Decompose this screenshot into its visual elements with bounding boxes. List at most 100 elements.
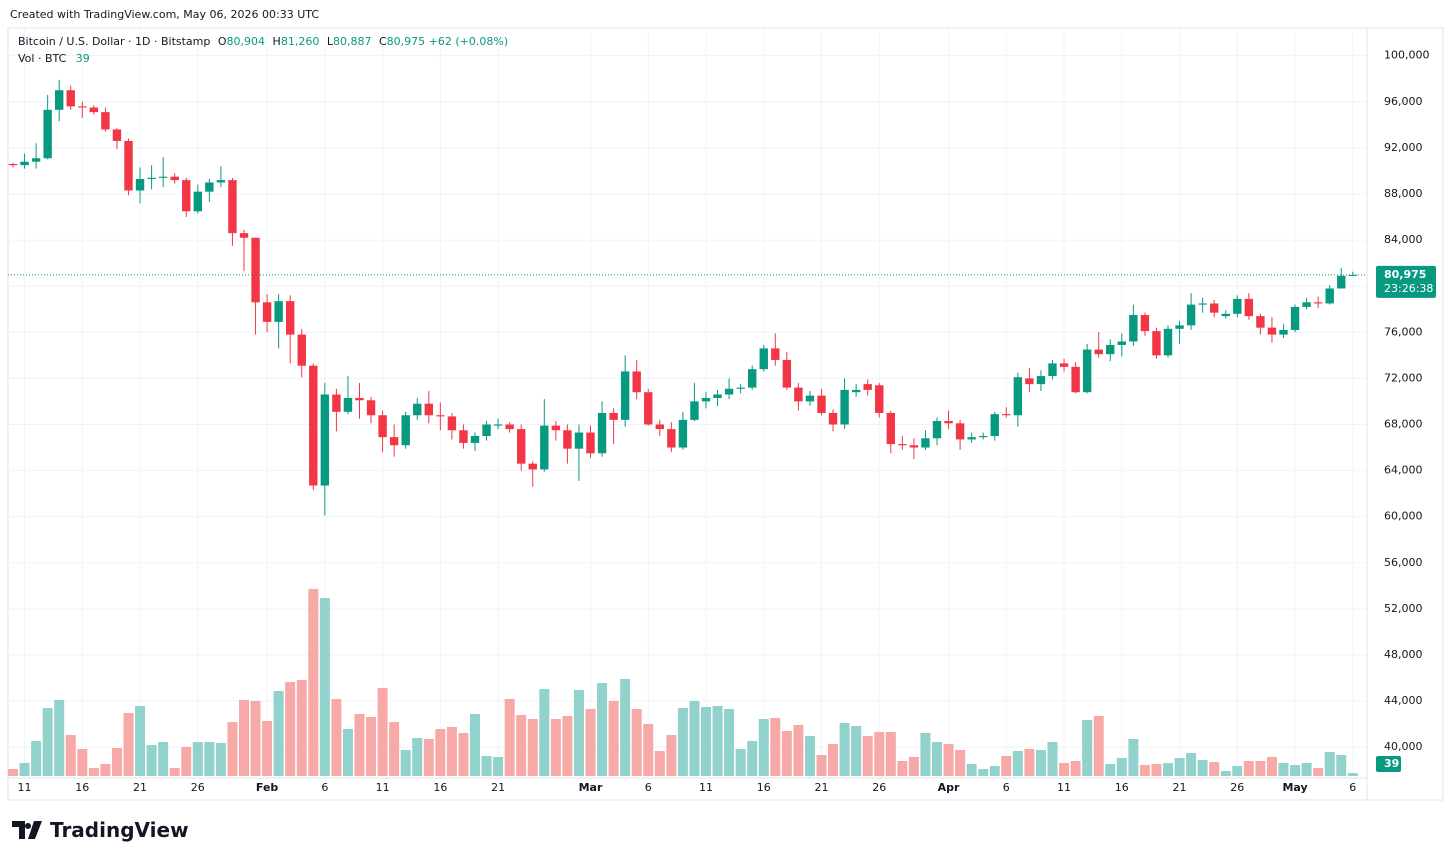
candle-body	[1129, 314, 1138, 342]
volume-bar	[319, 598, 330, 776]
candle-body	[898, 444, 907, 446]
volume-bar	[1243, 761, 1254, 776]
candle-body	[632, 371, 641, 393]
volume-bar	[828, 744, 839, 776]
volume-bar	[758, 719, 769, 776]
volume-bar	[342, 729, 353, 776]
candle-body	[955, 423, 965, 440]
legend-label: C	[378, 35, 387, 48]
volume-bar	[885, 732, 896, 776]
candle-body	[459, 430, 468, 443]
candle-body	[863, 384, 872, 390]
candle-body	[1302, 302, 1311, 307]
y-tick-label: 72,000	[1384, 371, 1423, 384]
price-tag-countdown: 23:26:38	[1384, 282, 1433, 295]
volume-bar	[908, 757, 919, 776]
volume-bar	[1220, 771, 1231, 776]
candle-body	[170, 176, 179, 181]
candle-body	[447, 416, 457, 431]
logo-icon	[12, 821, 42, 839]
volume-bar	[701, 707, 711, 776]
candle-body	[182, 180, 191, 212]
volume-bar	[643, 724, 654, 776]
volume-bar	[366, 717, 377, 776]
candle-body	[771, 348, 780, 360]
volume-bar	[435, 729, 446, 776]
candle-body	[528, 463, 537, 470]
volume-bar	[423, 739, 434, 776]
candle-body	[713, 394, 722, 398]
volume-bar	[1082, 720, 1093, 776]
candle-body	[1290, 306, 1300, 330]
volume-bar	[1278, 763, 1289, 776]
candle-body	[1002, 414, 1011, 416]
candle-body	[66, 90, 75, 107]
x-tick-label: 26	[872, 781, 886, 794]
y-tick-label: 48,000	[1384, 648, 1423, 661]
candle-body	[736, 387, 745, 389]
volume-bar	[1128, 739, 1139, 776]
volume-bar	[100, 764, 111, 776]
candle-body	[413, 403, 422, 416]
candle-body	[43, 109, 52, 159]
candle-body	[875, 385, 884, 413]
candle-body	[31, 158, 41, 162]
volume-bar	[989, 766, 1000, 776]
candle-body	[1117, 341, 1126, 345]
candle-body	[1013, 377, 1023, 416]
candle-body	[851, 389, 861, 393]
volume-bar	[897, 761, 908, 776]
candle-body	[667, 429, 676, 448]
x-tick-label: Apr	[938, 781, 960, 794]
volume-bar	[539, 689, 550, 776]
chart-frame	[7, 27, 1444, 801]
volume-bar	[400, 750, 411, 776]
candle-body	[262, 302, 272, 322]
candle-body	[805, 395, 815, 402]
candle-body	[967, 437, 976, 440]
volume-bar	[608, 701, 619, 776]
y-tick-label: 52,000	[1384, 602, 1423, 615]
volume-bar	[631, 709, 642, 776]
y-tick-label: 92,000	[1384, 141, 1423, 154]
volume-bar	[470, 714, 480, 776]
volume-bar	[793, 725, 804, 776]
candle-body	[1059, 363, 1069, 367]
y-tick-label: 60,000	[1384, 510, 1423, 523]
volume-bar	[1035, 750, 1046, 776]
volume-bar	[770, 718, 781, 776]
volume-tag-value: 39	[1384, 757, 1399, 770]
x-tick-label: May	[1282, 781, 1307, 794]
candle-body	[297, 334, 306, 366]
volume-bar	[227, 722, 238, 776]
candle-body	[158, 176, 168, 178]
candle-body	[20, 161, 29, 166]
candle-body	[424, 403, 433, 416]
x-tick-label: 21	[1173, 781, 1187, 794]
candle-body	[759, 348, 768, 370]
candle-body	[470, 436, 480, 443]
volume-bar	[1324, 752, 1335, 776]
volume-bar	[377, 688, 388, 776]
candle-body	[216, 180, 226, 183]
candle-body	[1094, 349, 1103, 355]
candle-body	[1256, 316, 1265, 328]
volume-bar	[1255, 761, 1266, 776]
volume-bar	[585, 709, 596, 776]
y-tick-label: 64,000	[1384, 464, 1423, 477]
volume-bar	[1290, 765, 1301, 776]
candle-body	[147, 177, 156, 179]
price-tag	[1376, 265, 1436, 298]
volume-bar	[169, 768, 180, 776]
volume-bar	[181, 747, 192, 776]
volume-bar	[446, 727, 457, 776]
volume-bar	[1209, 762, 1220, 776]
candle-body	[8, 164, 18, 166]
candle-body	[609, 412, 618, 420]
volume-bar	[689, 701, 700, 776]
candle-body	[828, 412, 838, 425]
volume-bar	[77, 749, 88, 776]
candle-body	[251, 237, 260, 303]
volume-bar	[966, 764, 977, 776]
